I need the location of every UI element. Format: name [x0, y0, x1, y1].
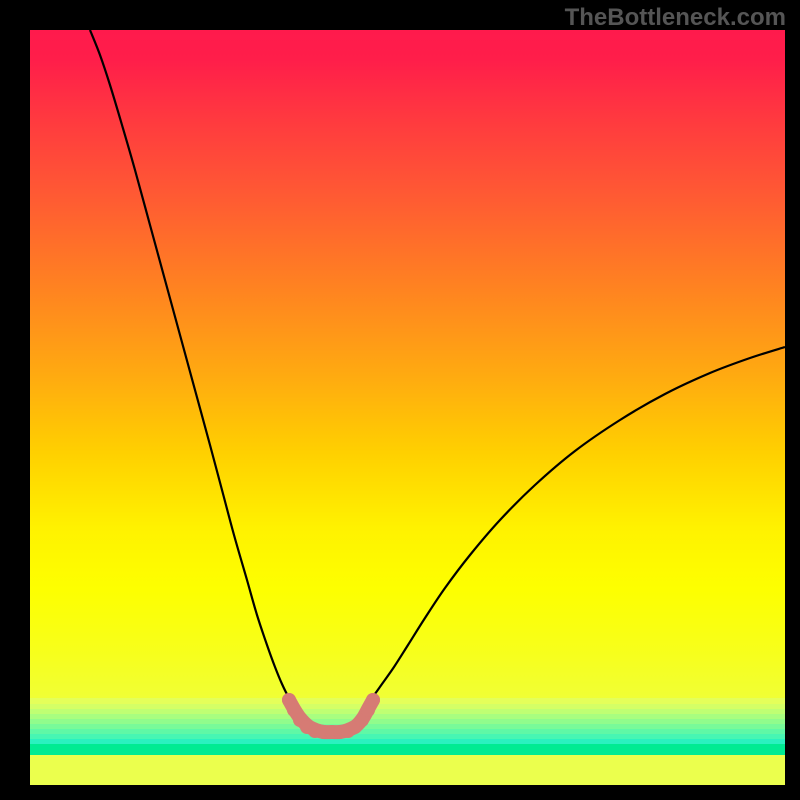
right-curve: [365, 347, 785, 707]
attribution-label: TheBottleneck.com: [565, 4, 786, 32]
valley-highlight-dot: [366, 693, 380, 707]
curve-layer: [30, 30, 785, 785]
left-curve: [90, 30, 295, 707]
plot-area: [30, 30, 785, 785]
root-container: TheBottleneck.com: [0, 0, 800, 800]
